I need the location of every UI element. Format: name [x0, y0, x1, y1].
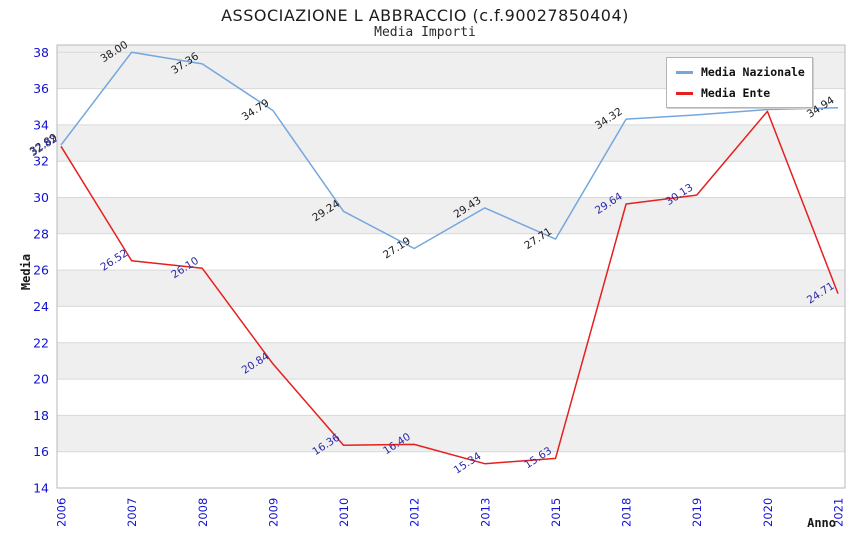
grid-band	[57, 270, 845, 307]
legend: Media Nazionale Media Ente	[666, 57, 813, 108]
x-tick-label: 2015	[549, 498, 563, 527]
y-tick-label: 18	[33, 408, 49, 423]
y-tick-label: 20	[33, 372, 49, 387]
plot-border	[56, 44, 846, 489]
value-label: 15.34	[452, 450, 484, 477]
chart-title: ASSOCIAZIONE L ABBRACCIO (c.f.9002785040…	[221, 6, 629, 25]
legend-label-media-ente: Media Ente	[701, 86, 771, 100]
x-axis-title: Anno	[807, 516, 836, 530]
legend-swatch-media-nazionale-icon	[676, 70, 693, 74]
y-tick-label: 34	[33, 117, 49, 132]
grid-band	[57, 197, 845, 234]
x-tick-label: 2019	[690, 498, 704, 527]
y-tick-label: 22	[33, 335, 49, 350]
legend-item-media-nazionale: Media Nazionale	[676, 65, 805, 79]
y-tick-label: 26	[33, 263, 49, 278]
x-tick-label: 2021	[832, 498, 846, 527]
x-tick-label: 2020	[761, 498, 775, 527]
y-tick-label: 38	[33, 45, 49, 60]
x-tick-label: 2008	[196, 498, 210, 527]
chart-subtitle: Media Importi	[374, 25, 476, 40]
legend-item-media-ente: Media Ente	[676, 86, 803, 100]
x-tick-label: 2006	[55, 498, 69, 527]
series-line-media-nazionale	[60, 51, 839, 250]
y-tick-label: 16	[33, 444, 49, 459]
y-tick-label: 28	[33, 226, 49, 241]
grid-band	[57, 415, 845, 452]
grid-band	[57, 124, 845, 162]
y-tick-label: 30	[33, 190, 49, 205]
value-label: 34.79	[240, 97, 272, 123]
x-tick-label: 2018	[620, 498, 634, 527]
y-tick-label: 36	[33, 81, 49, 96]
y-tick-label: 24	[33, 299, 49, 314]
grid-band	[57, 342, 845, 380]
y-axis-title: Media	[19, 254, 33, 290]
y-tick-label: 14	[33, 481, 49, 496]
legend-swatch-media-ente-icon	[676, 91, 693, 95]
legend-label-media-nazionale: Media Nazionale	[701, 65, 805, 79]
x-tick-label: 2009	[266, 498, 280, 527]
x-tick-label: 2010	[337, 498, 351, 527]
x-tick-label: 2007	[125, 498, 139, 527]
series-line-media-ente	[60, 110, 839, 465]
y-tick-label: 32	[33, 154, 49, 169]
x-tick-label: 2013	[478, 498, 492, 527]
x-tick-label: 2012	[408, 498, 422, 527]
